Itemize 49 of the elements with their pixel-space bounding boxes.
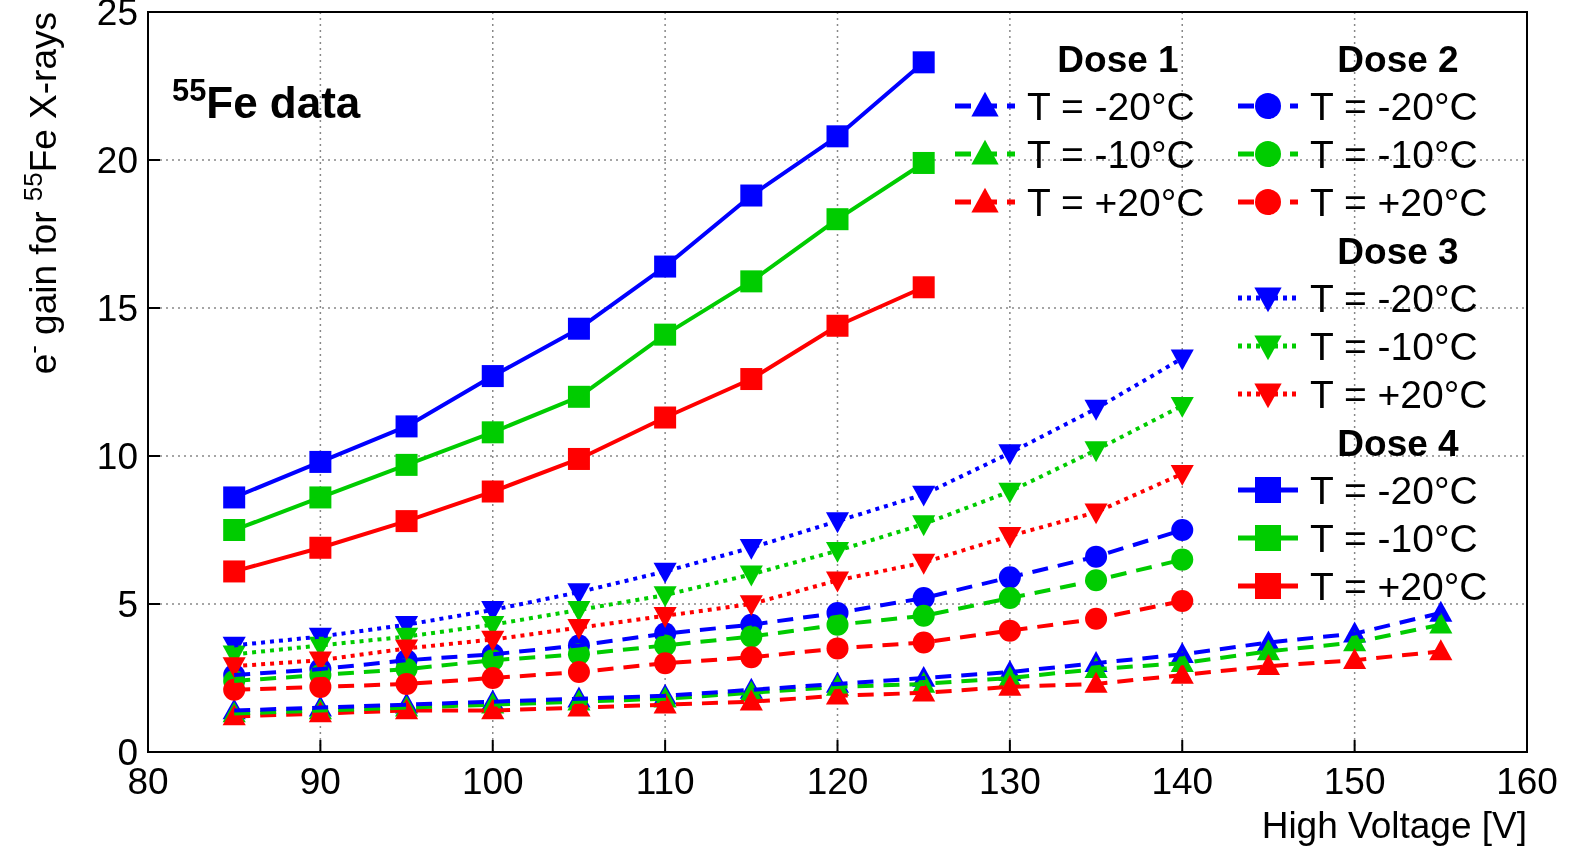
legend-label: T = +20°C (1027, 181, 1205, 224)
y-tick-label: 10 (96, 436, 138, 477)
annotation: Dose 1 (1057, 39, 1179, 80)
legend-label: T = -20°C (1310, 469, 1478, 512)
point (1084, 503, 1108, 525)
point (1171, 519, 1194, 541)
x-tick-label: 160 (1496, 761, 1558, 802)
point (1170, 396, 1194, 418)
legend-label: T = -10°C (1310, 133, 1478, 176)
annotation: Dose 3 (1337, 231, 1459, 272)
y-tick-label: 5 (117, 584, 138, 625)
point (1171, 590, 1194, 613)
x-tick-label: 100 (461, 761, 524, 802)
x-tick-label: 130 (979, 761, 1041, 802)
legend-label: T = -10°C (1027, 133, 1195, 176)
point (223, 560, 246, 583)
point (998, 674, 1022, 696)
x-tick-label: 140 (1151, 761, 1214, 802)
legend-label: T = +20°C (1310, 181, 1488, 224)
point (912, 276, 935, 299)
legend-label: T = -10°C (1310, 325, 1478, 368)
legend-label: T = +20°C (1310, 565, 1488, 608)
legend-label: T = +20°C (1310, 373, 1488, 416)
legend-label: T = -20°C (1027, 85, 1195, 128)
point (1429, 612, 1453, 634)
x-tick-label: 150 (1323, 761, 1386, 802)
y-tick-label: 15 (96, 288, 138, 329)
annotation: Dose 4 (1337, 423, 1460, 464)
point (223, 519, 246, 541)
point (1084, 441, 1108, 463)
point (998, 444, 1022, 466)
annotation: $^{55}$Fe data (172, 72, 361, 127)
legend-label: T = -20°C (1310, 85, 1478, 128)
point (825, 541, 850, 563)
x-tick-label: 120 (806, 761, 869, 802)
point (1256, 654, 1280, 675)
legend-label: T = -20°C (1310, 277, 1478, 320)
point (739, 689, 763, 711)
x-tick-label: 110 (635, 761, 695, 802)
legend-label: T = -10°C (1310, 517, 1478, 560)
point (912, 151, 935, 174)
x-tick-label: 90 (299, 761, 341, 802)
point (1170, 349, 1194, 371)
y-tick-label: 20 (96, 140, 138, 181)
x-axis-title: High Voltage [V] (1261, 805, 1527, 846)
point (1171, 548, 1194, 571)
point (223, 486, 246, 509)
point (1170, 464, 1194, 486)
annotation: Dose 2 (1337, 39, 1459, 80)
